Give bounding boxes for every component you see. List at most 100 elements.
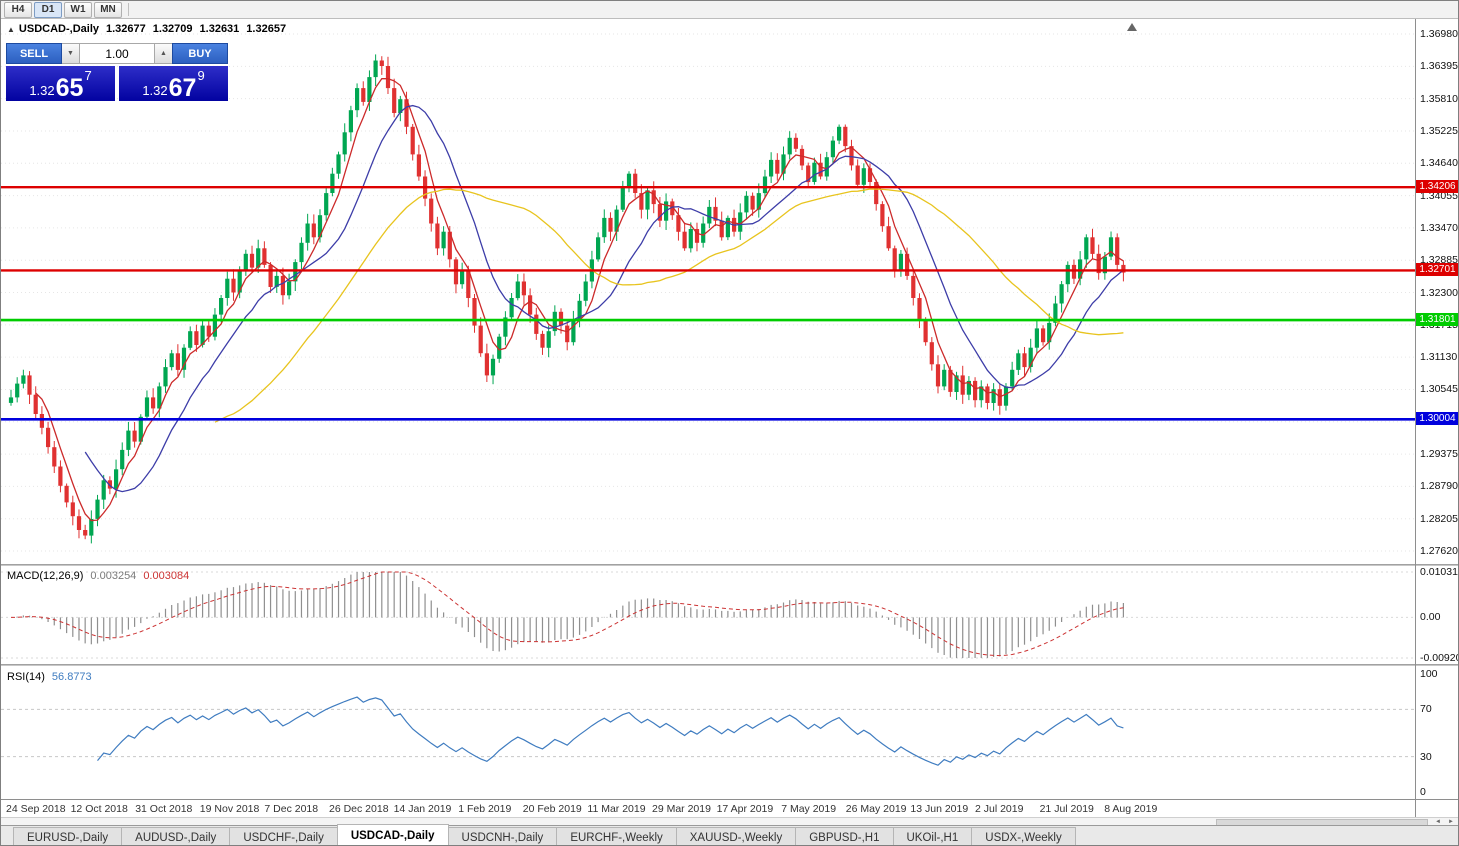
volume-increase-button[interactable]: ▲ — [155, 43, 172, 64]
buy-button[interactable]: BUY — [172, 43, 228, 64]
candle-body — [280, 275, 285, 296]
candle-body — [991, 389, 996, 403]
candle-body — [398, 99, 403, 113]
timeframe-toolbar: H4 D1 W1 MN — [1, 1, 1458, 19]
chart-tab-usdcad-daily[interactable]: USDCAD-,Daily — [336, 824, 449, 845]
panel-divider[interactable] — [1, 664, 1458, 666]
price-scale-border — [1415, 19, 1416, 817]
candle-body — [528, 295, 533, 315]
chart-tab-gbpusd-h1[interactable]: GBPUSD-,H1 — [795, 827, 894, 845]
candle-body — [89, 519, 94, 536]
candle-body — [144, 397, 150, 417]
candle-body — [262, 248, 267, 265]
candle-body — [268, 264, 273, 287]
macd-axis-label: -0.00920 — [1420, 652, 1459, 664]
chart-tab-usdx-weekly[interactable]: USDX-,Weekly — [971, 827, 1076, 845]
candle-body — [694, 229, 700, 243]
candlestick-chart[interactable] — [1, 19, 1415, 564]
sell-price-big: 65 — [55, 73, 84, 102]
rsi-panel[interactable] — [1, 666, 1415, 799]
chart-tab-usdchf-daily[interactable]: USDCHF-,Daily — [229, 827, 338, 845]
volume-decrease-button[interactable]: ▼ — [62, 43, 79, 64]
buy-price-big: 67 — [168, 73, 197, 102]
candle-body — [392, 88, 397, 113]
candle-body — [447, 231, 452, 260]
scroll-right-icon[interactable]: ► — [1448, 819, 1454, 825]
timeframe-button-mn[interactable]: MN — [94, 1, 122, 18]
candle-body — [1010, 369, 1015, 387]
price-line-tag: 1.31801 — [1416, 313, 1458, 327]
chart-shift-marker-icon[interactable] — [1127, 23, 1137, 31]
candle-body — [830, 140, 835, 158]
timeframe-button-d1[interactable]: D1 — [34, 1, 62, 18]
candle-body — [942, 369, 947, 387]
candle-body — [33, 394, 38, 414]
buy-price-display[interactable]: 1.32 67 9 — [119, 66, 228, 101]
chart-tab-eurchf-weekly[interactable]: EURCHF-,Weekly — [556, 827, 677, 845]
candle-body — [163, 367, 168, 387]
candle-body — [558, 311, 564, 326]
sell-price-display[interactable]: 1.32 65 7 — [6, 66, 115, 101]
rsi-axis-label: 0 — [1420, 786, 1426, 798]
candle-body — [620, 187, 625, 210]
candle-body — [837, 126, 842, 141]
candle-body — [546, 331, 551, 348]
candle-body — [132, 430, 137, 442]
candle-body — [688, 229, 693, 249]
candle-body — [917, 298, 922, 321]
chart-tab-audusd-daily[interactable]: AUDUSD-,Daily — [121, 827, 231, 845]
price-line-tag: 1.30004 — [1416, 412, 1458, 426]
candle-body — [682, 231, 687, 249]
candle-body — [769, 159, 774, 177]
macd-main-value: 0.003254 — [90, 570, 137, 582]
collapse-arrow-icon[interactable]: ▲ — [7, 25, 15, 34]
ohlc-open: 1.32677 — [106, 23, 146, 35]
candle-body — [361, 88, 366, 102]
date-axis-label: 7 Dec 2018 — [264, 803, 319, 815]
price-axis-label: 1.31130 — [1420, 351, 1458, 364]
date-axis-label: 2 Jul 2019 — [975, 803, 1024, 815]
candle-body — [385, 66, 391, 89]
candle-body — [626, 173, 632, 188]
candle-body — [83, 530, 88, 536]
rsi-axis-label: 100 — [1420, 668, 1438, 680]
candle-body — [64, 485, 69, 503]
candle-body — [194, 331, 199, 345]
chart-tab-eurusd-daily[interactable]: EURUSD-,Daily — [13, 827, 123, 845]
timeframe-button-h4[interactable]: H4 — [4, 1, 32, 18]
candle-body — [484, 353, 489, 376]
price-axis-label: 1.33470 — [1420, 221, 1458, 234]
candle-body — [472, 298, 477, 326]
date-axis-label: 24 Sep 2018 — [6, 803, 66, 815]
candle-body — [416, 154, 421, 177]
chart-tab-xauusd-weekly[interactable]: XAUUSD-,Weekly — [675, 827, 797, 845]
chart-tab-usdcnh-daily[interactable]: USDCNH-,Daily — [447, 827, 558, 845]
moving-average-line — [214, 188, 1124, 423]
timeframe-button-w1[interactable]: W1 — [64, 1, 92, 18]
candle-body — [534, 314, 539, 334]
date-axis-label: 21 Jul 2019 — [1039, 803, 1094, 815]
candle-body — [175, 353, 180, 370]
chart-tab-ukoil-h1[interactable]: UKOil-,H1 — [892, 827, 973, 845]
price-axis-label: 1.35225 — [1420, 124, 1458, 137]
sell-button[interactable]: SELL — [6, 43, 62, 64]
candle-body — [342, 132, 347, 155]
macd-panel[interactable] — [1, 566, 1415, 664]
volume-input[interactable]: 1.00 — [79, 43, 155, 64]
panel-divider[interactable] — [1, 564, 1458, 566]
horizontal-scrollbar[interactable]: ◄ ► — [1, 817, 1458, 826]
date-axis-label: 11 Mar 2019 — [587, 803, 646, 815]
buy-price-prefix: 1.32 — [142, 82, 168, 98]
scroll-left-icon[interactable]: ◄ — [1435, 819, 1441, 825]
price-axis-label: 1.29375 — [1420, 448, 1458, 461]
candle-body — [435, 223, 440, 249]
candle-body — [596, 237, 601, 260]
price-axis-label: 1.28790 — [1420, 480, 1458, 493]
candle-body — [521, 281, 526, 296]
candle-body — [453, 259, 459, 285]
candle-body — [651, 190, 656, 205]
candle-body — [114, 469, 119, 489]
candle-body — [219, 298, 224, 315]
candle-body — [948, 369, 953, 392]
candle-body — [274, 275, 279, 287]
